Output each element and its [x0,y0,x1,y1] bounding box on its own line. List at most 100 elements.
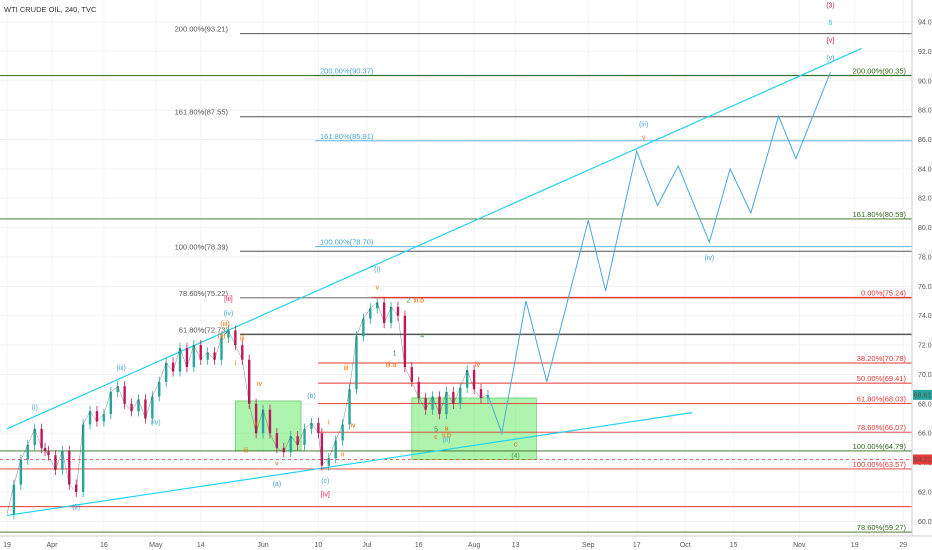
level-label: 78.60%(75.22) [179,289,229,298]
candle-body [268,409,272,434]
wave-label: iv [350,422,356,429]
candle-body [396,306,400,316]
candle-body [40,428,43,448]
price-segment [27,428,35,446]
candle-body [54,455,57,470]
level-label: 61.80%(68.03) [857,394,907,403]
candle-body [369,308,372,319]
candle-body [334,440,337,459]
candle-body [227,330,230,338]
candle-body [26,444,29,460]
price-segment [335,424,343,441]
candle-body [234,330,237,346]
price-segment [283,436,291,453]
y-tick-label: 92.00 [918,49,932,56]
candle-body [275,433,279,448]
candle-body [320,433,324,466]
level-label: 78.60%(66.07) [857,423,907,432]
price-segment [214,337,222,360]
candle-body [348,389,351,425]
wave-label: iv [257,381,263,388]
price-badge [913,389,932,400]
level-label: 200.00%(93.21) [175,25,229,34]
x-tick-label: Sep [582,542,595,549]
price-segment [262,409,271,434]
wave-label: 2 [406,298,410,305]
trendline [6,47,862,430]
price-segment [411,381,419,399]
time-axis[interactable]: 19 Apr 16 May 14 Jun 10 Jul 16 Aug 13 Sep 17 Oct 15 Nov… [3,542,907,549]
y-tick-label: 76.00 [918,284,932,291]
price-segment [145,396,153,419]
candle-body [47,450,50,456]
candle-body [61,450,64,470]
x-tick-label: Apr [47,542,59,549]
wave-label: iii [240,336,245,343]
wave-label: (v) [826,55,834,62]
price-segment [96,413,105,422]
price-segment [138,399,146,419]
x-tick-label: 19 [851,542,859,549]
price-segment [117,386,125,404]
price-segment [311,422,319,434]
candle-body [185,348,189,368]
price-segment [186,345,195,368]
price-segment [432,396,440,415]
candle-body [261,409,265,434]
candle-body [19,459,23,485]
price-segment [321,457,329,466]
price-segment [110,386,118,393]
price-segment [20,444,28,460]
candle-body [75,484,78,492]
level-label: 200.00%(90.35) [853,67,907,76]
price-segment [41,447,46,452]
candle-body [130,403,133,412]
price-segment [75,424,84,492]
candle-body [158,381,161,397]
level-label: 100.00%(78.70) [320,238,374,247]
wave-label: iii.b [413,298,424,305]
wave-label: 5 [434,427,438,434]
candle-body [151,396,154,419]
candle-body [410,367,414,382]
x-tick-label: 19 [3,542,11,549]
price-segment [221,330,229,338]
price-segment [172,347,181,372]
candle-body [220,337,223,360]
y-tick-label: 86.00 [918,137,932,144]
price-segment [269,433,278,448]
candle-body [192,345,196,368]
price-segment [276,447,284,453]
price-segment [62,450,70,485]
y-tick-label: 70.00 [918,372,932,379]
wave-label: 5 [829,20,833,27]
price-segment [6,484,15,515]
candle-body [33,428,36,445]
candle-body [199,345,202,360]
price-segment [124,403,132,412]
x-tick-label: May [149,542,163,549]
x-tick-label: Oct [680,542,691,549]
wave-label: iii [243,447,248,454]
y-tick-label: 78.00 [918,254,932,261]
price-badge [913,454,932,465]
price-segment [228,330,236,346]
y-tick-label: 62.00 [918,489,932,496]
y-tick-label: 72.00 [918,343,932,350]
price-segment [55,450,63,471]
level-label: 61.80%(72.73) [179,325,229,334]
wave-label: (a) [273,481,282,488]
price-series [6,297,490,520]
price-segment [446,391,454,404]
candle-body [68,450,71,485]
wave-label: (ii) [443,437,451,444]
candle-body [116,386,119,393]
price-segment [356,318,364,337]
wave-label: (iii) [117,365,126,372]
y-tick-label: 66.00 [918,431,932,438]
candle-body [417,381,420,398]
price-segment [103,392,112,415]
candle-body [452,392,455,404]
price-segment [131,399,139,412]
